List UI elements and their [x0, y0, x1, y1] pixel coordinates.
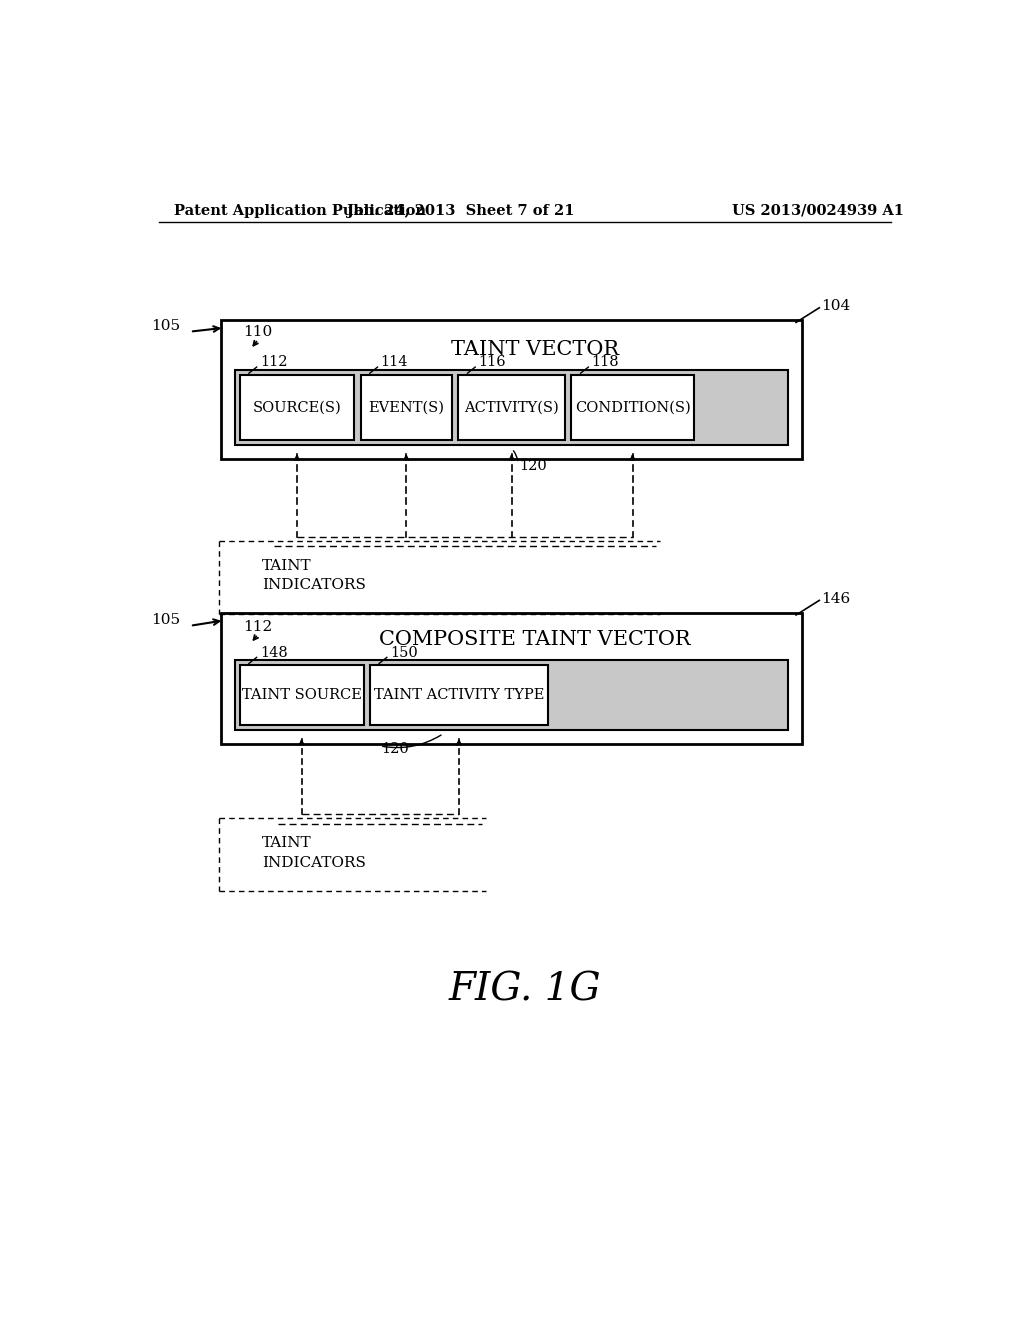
Bar: [240, 375, 354, 441]
Text: 118: 118: [592, 355, 620, 370]
Text: 104: 104: [821, 300, 850, 313]
Text: 148: 148: [260, 645, 288, 660]
Bar: [571, 375, 693, 441]
Bar: [234, 370, 788, 445]
Text: COMPOSITE TAINT VECTOR: COMPOSITE TAINT VECTOR: [379, 630, 690, 649]
Bar: [458, 375, 565, 441]
Bar: [221, 321, 802, 459]
Text: 120: 120: [519, 459, 547, 474]
Text: TAINT
INDICATORS: TAINT INDICATORS: [262, 558, 366, 593]
Text: US 2013/0024939 A1: US 2013/0024939 A1: [732, 203, 904, 218]
Bar: [234, 660, 788, 730]
Text: 146: 146: [821, 591, 850, 606]
Text: TAINT VECTOR: TAINT VECTOR: [451, 339, 618, 359]
Bar: [221, 612, 802, 743]
Text: TAINT ACTIVITY TYPE: TAINT ACTIVITY TYPE: [374, 688, 544, 702]
Bar: [240, 665, 364, 725]
Text: FIG. 1G: FIG. 1G: [449, 972, 601, 1008]
Text: 105: 105: [152, 614, 180, 627]
Text: Jan. 24, 2013  Sheet 7 of 21: Jan. 24, 2013 Sheet 7 of 21: [347, 203, 575, 218]
Text: 150: 150: [390, 645, 418, 660]
Text: 120: 120: [381, 742, 410, 756]
Text: 112: 112: [243, 619, 272, 634]
Text: TAINT SOURCE: TAINT SOURCE: [242, 688, 361, 702]
Text: Patent Application Publication: Patent Application Publication: [174, 203, 427, 218]
Text: 114: 114: [381, 355, 409, 370]
Bar: [370, 665, 548, 725]
Text: TAINT
INDICATORS: TAINT INDICATORS: [262, 836, 366, 870]
Text: 105: 105: [152, 319, 180, 333]
Bar: [360, 375, 452, 441]
Text: 110: 110: [243, 325, 272, 339]
Text: EVENT(S): EVENT(S): [369, 400, 444, 414]
Text: CONDITION(S): CONDITION(S): [574, 400, 690, 414]
Text: 112: 112: [260, 355, 288, 370]
Text: 116: 116: [478, 355, 506, 370]
Text: SOURCE(S): SOURCE(S): [253, 400, 341, 414]
Text: ACTIVITY(S): ACTIVITY(S): [464, 400, 559, 414]
